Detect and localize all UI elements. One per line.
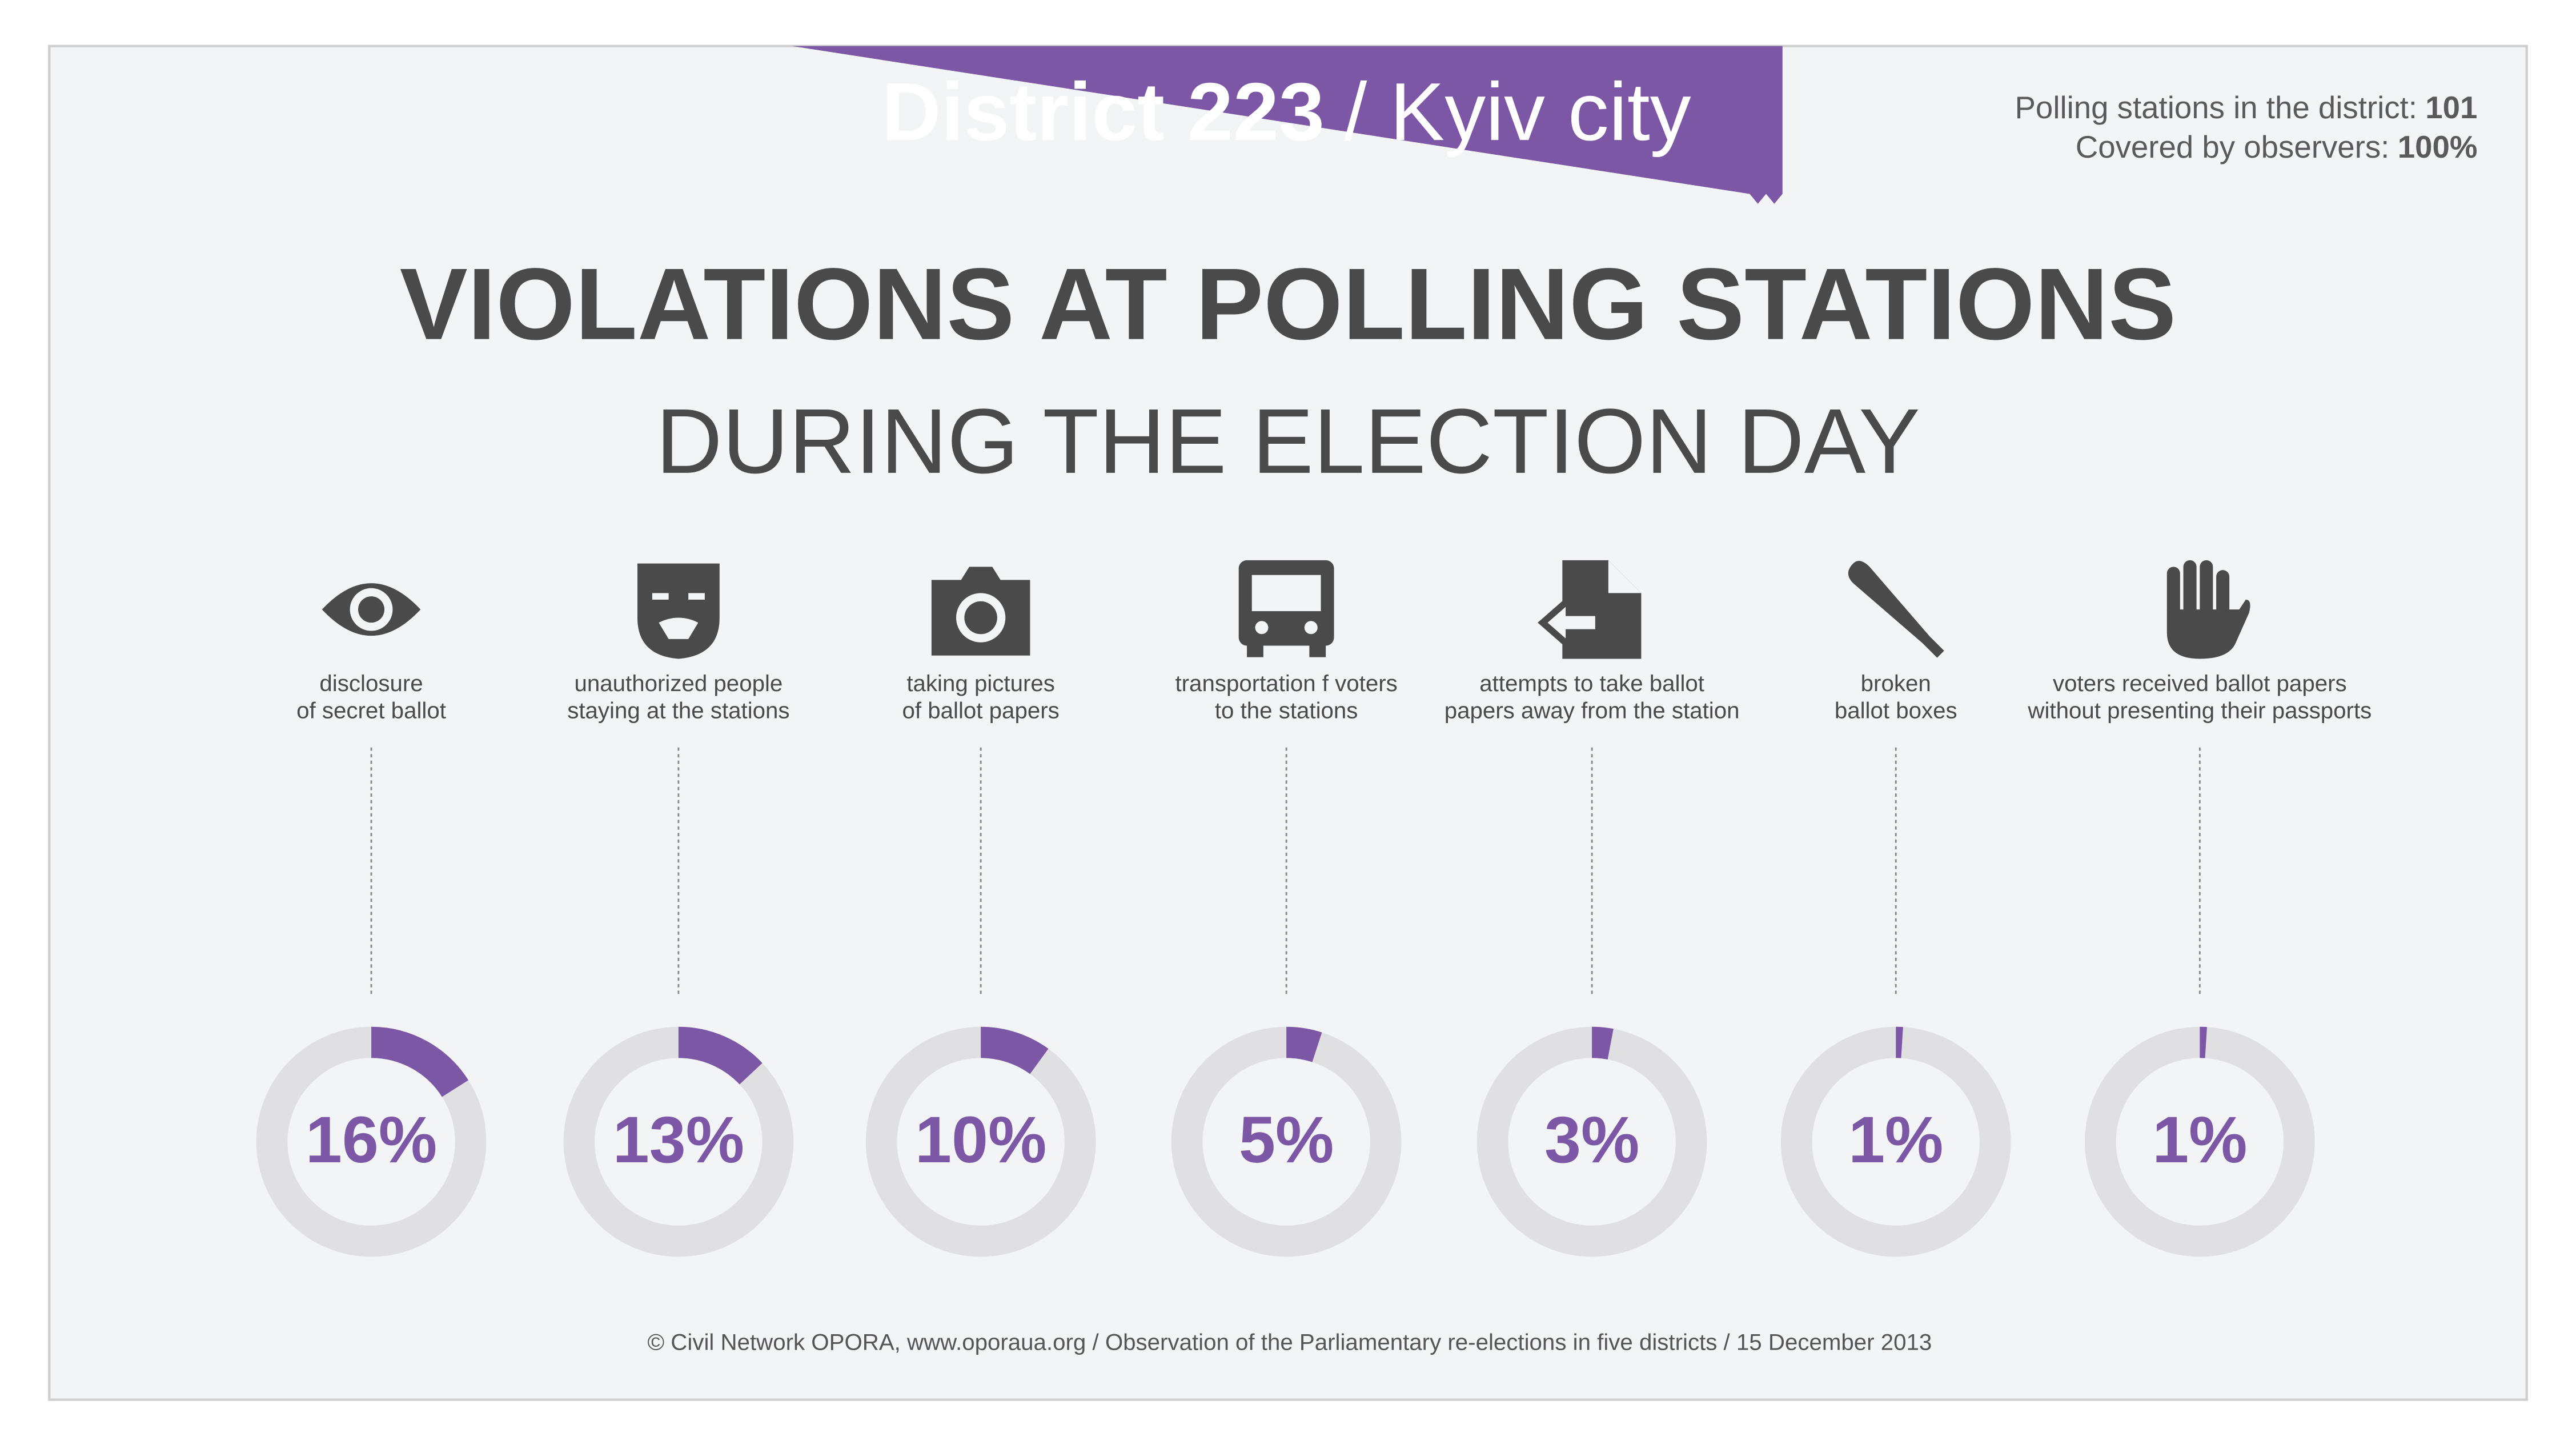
category-label: unauthorized people bbox=[575, 671, 783, 696]
coverage-value: 100% bbox=[2398, 130, 2478, 164]
value-label: 13% bbox=[613, 1103, 744, 1177]
chart-title: VIOLATIONS AT POLLING STATIONS bbox=[400, 247, 2176, 361]
donut-segment bbox=[678, 1026, 763, 1085]
icon-camera bbox=[931, 567, 1030, 656]
icon-hand bbox=[2166, 560, 2250, 659]
chart-subtitle: DURING THE ELECTION DAY bbox=[656, 390, 1920, 493]
donut-track bbox=[563, 1026, 794, 1257]
banner bbox=[792, 46, 1783, 204]
value-label: 10% bbox=[915, 1103, 1046, 1177]
value-label: 5% bbox=[1239, 1103, 1334, 1177]
footer: © Civil Network OPORA, www.oporaua.org /… bbox=[647, 1329, 1932, 1355]
category-label: of ballot papers bbox=[902, 698, 1060, 724]
donut-segment bbox=[1591, 1026, 1614, 1060]
banner-title: District 223/ Kyiv city bbox=[882, 66, 1691, 158]
category-label: of secret ballot bbox=[296, 698, 446, 724]
coverage-line: Covered by observers: 100% bbox=[2076, 130, 2478, 164]
icon-bat bbox=[1848, 561, 1944, 658]
category-label: staying at the stations bbox=[567, 698, 789, 724]
donut-segment bbox=[1286, 1026, 1322, 1062]
stations-value: 101 bbox=[2425, 90, 2477, 125]
value-label: 16% bbox=[306, 1103, 437, 1177]
donut-segment bbox=[980, 1026, 1049, 1074]
category-label: taking pictures bbox=[906, 671, 1055, 696]
icon-bus bbox=[1238, 560, 1334, 657]
coverage-label: Covered by observers: bbox=[2076, 130, 2390, 164]
value-label: 1% bbox=[1848, 1103, 1943, 1177]
value-label: 1% bbox=[2152, 1103, 2247, 1177]
value-label: 3% bbox=[1544, 1103, 1639, 1177]
icon-document bbox=[1538, 560, 1642, 659]
stations-label: Polling stations in the district: bbox=[2015, 90, 2417, 125]
category-label: to the stations bbox=[1215, 698, 1358, 724]
category-label: transportation f voters bbox=[1175, 671, 1397, 696]
category-label: without presenting their passports bbox=[2027, 698, 2372, 724]
donut-segment bbox=[371, 1026, 469, 1098]
category-label: voters received ballot papers bbox=[2053, 671, 2347, 696]
category-label: broken bbox=[1861, 671, 1931, 696]
district: District 223 bbox=[882, 66, 1325, 158]
category-label: papers away from the station bbox=[1445, 698, 1740, 724]
icon-mask bbox=[637, 563, 720, 659]
category-label: disclosure bbox=[319, 671, 423, 696]
city: / Kyiv city bbox=[1344, 66, 1691, 158]
stations-line: Polling stations in the district: 101 bbox=[2015, 90, 2478, 125]
icon-eye bbox=[322, 583, 421, 636]
category-label: attempts to take ballot bbox=[1479, 671, 1704, 696]
category-label: ballot boxes bbox=[1835, 698, 1957, 724]
